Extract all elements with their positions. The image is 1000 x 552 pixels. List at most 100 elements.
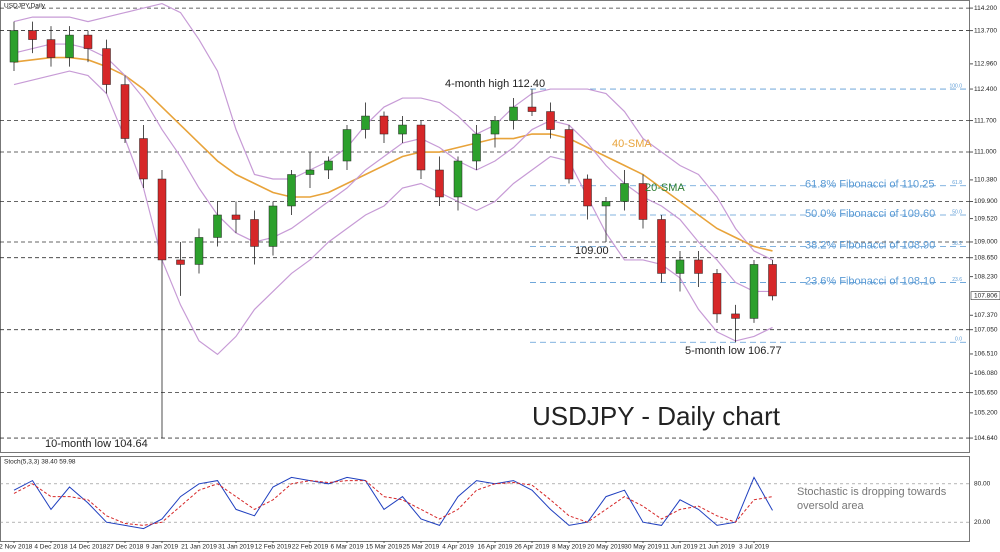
candle-body (361, 115, 370, 130)
x-tick-label: 20 May 2019 (587, 544, 625, 551)
sma-line (13, 56, 773, 252)
x-tick-label: 27 Dec 2018 (107, 544, 144, 551)
x-tick-label: 4 Apr 2019 (442, 544, 474, 551)
annotation: 5-month low 106.77 (685, 345, 782, 357)
x-tick-label: 4 Dec 2018 (34, 544, 68, 551)
y-tick-label: 106.510 (974, 351, 998, 358)
annotation: 40-SMA (612, 138, 652, 150)
candle-body (83, 34, 93, 49)
stoch-k (13, 476, 773, 530)
stoch-note: oversold area (797, 500, 865, 512)
x-tick-label: 16 Apr 2019 (477, 544, 512, 551)
candle-body (287, 174, 296, 207)
candle-body (564, 129, 574, 180)
candle-body (268, 205, 278, 247)
candle-body (157, 178, 167, 261)
y-tick-label: 108.230 (974, 273, 998, 280)
candle-body (694, 259, 703, 274)
candle-body (657, 219, 666, 274)
candle-body (176, 259, 185, 265)
annotation: 4-month high 112.40 (445, 78, 545, 90)
x-tick-label: 8 May 2019 (552, 544, 586, 551)
candle-body (601, 201, 611, 207)
y-tick-label: 106.080 (974, 370, 998, 377)
candle-body (65, 34, 74, 58)
x-tick-label: 12 Feb 2019 (255, 544, 292, 551)
candle-body (342, 129, 352, 162)
candle-body (675, 259, 685, 274)
candle-body (768, 264, 777, 297)
candle-body (9, 30, 19, 63)
y-tick-label: 113.700 (974, 27, 997, 34)
candle-body (546, 111, 555, 130)
fib-label: 38.2% Fibonacci of 108.90 (805, 239, 935, 251)
x-tick-label: 15 Mar 2019 (366, 544, 403, 551)
y-tick-label: 108.650 (974, 254, 998, 261)
y-tick-label: 107.370 (974, 312, 998, 319)
y-tick-label: 114.200 (974, 5, 997, 12)
x-tick-label: 22 Nov 2018 (0, 544, 33, 551)
x-tick-label: 11 Jun 2019 (662, 544, 698, 551)
fib-label: 23.6% Fibonacci of 108.10 (805, 275, 935, 287)
candle-body (749, 264, 759, 319)
candle-body (231, 214, 241, 220)
candle-body (120, 84, 130, 139)
y-tick-label: 111.000 (974, 149, 997, 156)
x-tick-label: 25 Mar 2019 (403, 544, 440, 551)
candle-body (398, 124, 407, 135)
stoch-d (13, 480, 773, 526)
y-tick-label: 112.960 (974, 61, 997, 68)
stoch-tick-label: 20.00 (974, 519, 991, 526)
candle-body (583, 178, 592, 207)
stoch-note: Stochastic is dropping towards (797, 486, 947, 498)
y-tick-label: 112.400 (974, 86, 997, 93)
annotation: 10-month low 104.64 (45, 438, 148, 450)
x-tick-label: 26 Apr 2019 (514, 544, 549, 551)
x-tick-label: 21 Jun 2019 (699, 544, 735, 551)
bollinger-upper (13, 2, 773, 261)
x-tick-label: 9 Jan 2019 (146, 544, 179, 551)
candle-body (731, 313, 740, 319)
x-tick-label: 6 Mar 2019 (331, 544, 364, 551)
symbol-label: USDJPY,Daily (4, 3, 46, 10)
y-tick-label: 109.000 (974, 239, 998, 246)
candle-body (28, 30, 37, 40)
y-tick-label: 105.200 (974, 410, 998, 417)
x-tick-label: 3 Jul 2019 (739, 544, 769, 551)
candle-body (712, 273, 722, 315)
x-tick-label: 31 Jan 2019 (218, 544, 254, 551)
fib-ratio: 50.0 (952, 209, 962, 215)
stoch-panel (0, 456, 970, 542)
candle-body (416, 124, 426, 171)
chart-title: USDJPY - Daily chart (532, 401, 781, 431)
candle-body (305, 169, 315, 175)
fib-label: 50.0% Fibonacci of 109.60 (805, 208, 935, 220)
x-tick-label: 21 Jan 2019 (181, 544, 217, 551)
candle-body (194, 237, 204, 265)
candle-body (620, 183, 629, 202)
x-tick-label: 14 Dec 2018 (70, 544, 107, 551)
candle-body (435, 169, 444, 198)
annotation: 109.00 (575, 245, 609, 257)
candle-body (638, 183, 648, 220)
candle-body (250, 219, 259, 247)
candle-body (379, 115, 389, 135)
price-panel (0, 0, 970, 453)
candle-body (139, 138, 148, 180)
candle-body (490, 120, 500, 135)
candle-body (46, 39, 56, 58)
stoch-header: Stoch(5,3,3) 38.40 59.98 (4, 459, 76, 466)
stoch-tick-label: 80.00 (974, 481, 991, 488)
fib-ratio: 61.8 (952, 180, 962, 186)
x-tick-label: 30 May 2019 (624, 544, 662, 551)
candle-body (213, 214, 222, 238)
y-tick-label: 109.520 (974, 215, 998, 222)
fib-label: 61.8% Fibonacci of 110.25 (805, 179, 934, 191)
last-price-label: 107.806 (974, 292, 998, 299)
candle-body (324, 160, 333, 171)
candle-body (527, 106, 537, 112)
y-tick-label: 109.900 (974, 198, 998, 205)
annotation: 20-SMA (645, 182, 685, 194)
candle-body (509, 106, 518, 121)
